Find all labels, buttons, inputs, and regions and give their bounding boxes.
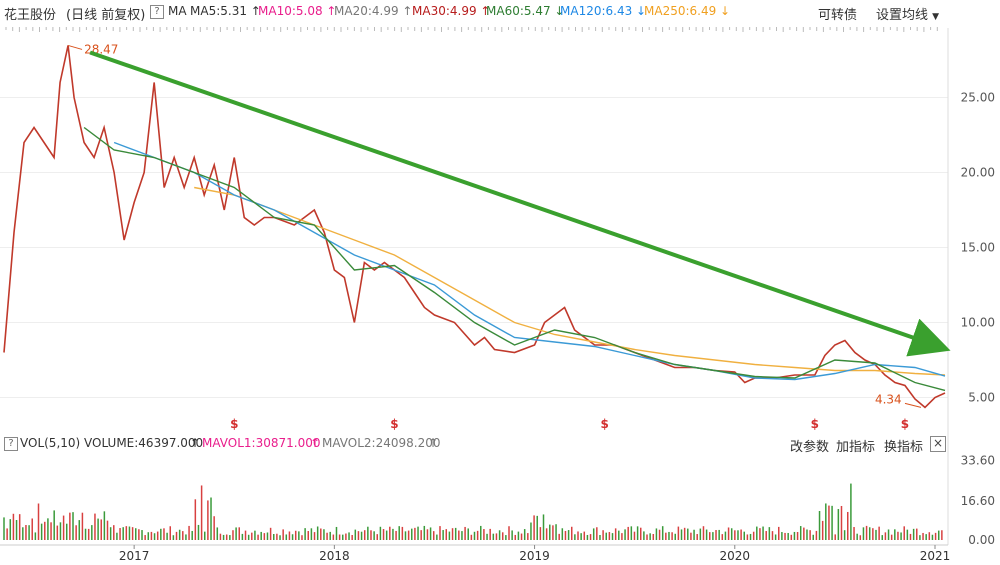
question-icon[interactable]: ?	[150, 5, 164, 19]
low-price-label: 4.34	[875, 392, 902, 406]
ma-item: MA10:5.08 ↑	[258, 4, 337, 18]
dividend-marker: $	[390, 417, 398, 431]
x-tick-label: 2018	[319, 549, 350, 563]
change-params-button[interactable]: 改参数	[790, 440, 830, 455]
mavol2-value: MAVOL2:24098.200	[322, 436, 441, 450]
mavol1-value: MAVOL1:30871.000	[202, 436, 321, 450]
price-tick-label: 15.00	[961, 241, 995, 255]
ma-item: MA120:6.43 ↓	[560, 4, 647, 18]
low-leader-line	[904, 402, 922, 408]
price-tick-label: 25.00	[961, 91, 995, 105]
settings-ma-dropdown[interactable]: 设置均线 ▼	[876, 4, 939, 23]
ma-line-ma250	[194, 186, 946, 376]
x-tick-label: 2017	[119, 549, 150, 563]
volume-tick-label: 0.00	[968, 533, 995, 547]
high-leader-line	[67, 44, 83, 50]
price-tick-label: 10.00	[961, 316, 995, 330]
ma-header: 花王股份 (日线 前复权) ? MA 可转债 设置均线 ▼ MA5:5.31 ↑…	[0, 0, 1000, 24]
convertible-bond-link[interactable]: 可转债	[818, 8, 858, 23]
switch-indicator-button[interactable]: 换指标	[884, 440, 924, 455]
x-tick-label: 2020	[720, 549, 751, 563]
ma-item: MA250:6.49 ↓	[644, 4, 731, 18]
chart-mode[interactable]: (日线 前复权)	[66, 8, 146, 23]
ma-item: MA30:4.99 ↑	[412, 4, 491, 18]
x-tick-label: 2019	[519, 549, 550, 563]
settings-ma-label: 设置均线	[876, 8, 929, 23]
price-line	[3, 45, 946, 409]
price-tick-label: 5.00	[968, 391, 995, 405]
ma-item: MA20:4.99 ↑	[334, 4, 413, 18]
add-indicator-button[interactable]: 加指标	[836, 440, 876, 455]
volume-header: ? VOL(5,10) VOLUME:46397.000 ↑ MAVOL1:30…	[0, 432, 1000, 455]
close-icon[interactable]: ×	[930, 436, 946, 452]
trend-arrow	[89, 50, 951, 357]
vol-label: VOL(5,10)	[20, 436, 81, 450]
dividend-marker: $	[230, 417, 238, 431]
ma-line-ma120	[113, 141, 946, 381]
ma-item: MA5:5.31 ↑	[190, 4, 261, 18]
ma-line-ma60	[83, 126, 946, 392]
dividend-marker: $	[600, 417, 608, 431]
ma-label: MA	[168, 4, 187, 18]
dividend-marker: $	[901, 417, 909, 431]
price-tick-label: 20.00	[961, 166, 995, 180]
question-icon[interactable]: ?	[4, 437, 18, 451]
dividend-marker: $	[811, 417, 819, 431]
stock-name: 花王股份	[4, 8, 57, 23]
ma-item: MA60:5.47 ↓	[486, 4, 565, 18]
mavol2-arrow-icon: ↑	[428, 436, 439, 450]
volume-tick-label: 16.60	[961, 494, 995, 508]
x-tick-label: 2021	[920, 549, 951, 563]
mavol1-arrow-icon: ↑	[310, 436, 321, 450]
chevron-down-icon: ▼	[932, 12, 940, 22]
volume-arrow-icon: ↑	[190, 436, 201, 450]
volume-value: VOLUME:46397.000	[84, 436, 204, 450]
volume-tick-label: 33.60	[961, 454, 995, 468]
